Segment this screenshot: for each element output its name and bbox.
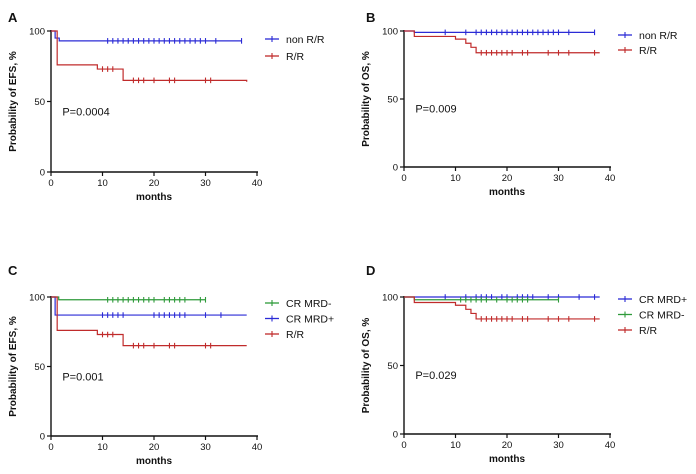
legend-label: R/R: [286, 51, 305, 63]
panel-a: A 0 50 100 0 10 20 30 40 months Probability of EFS…: [8, 10, 325, 203]
survival-step-line: [404, 296, 600, 320]
y-tick-label: 50: [387, 361, 398, 372]
x-tick-label: 40: [605, 440, 616, 451]
x-tick-label: 10: [450, 173, 461, 184]
y-tick-label: 0: [40, 432, 45, 443]
y-tick-label: 100: [29, 293, 45, 304]
y-tick-label: 50: [34, 97, 45, 108]
x-tick-label: 30: [200, 442, 211, 453]
legend-label: R/R: [286, 329, 305, 341]
series-r-r: R/R: [51, 296, 305, 349]
panel-letter: C: [8, 263, 18, 278]
panel-b: B 0 50 100 0 10 20 30 40 months Probability of OS,…: [361, 10, 678, 198]
legend-label: non R/R: [286, 34, 325, 46]
panel-letter: D: [366, 263, 375, 278]
legend-label: R/R: [639, 45, 658, 57]
x-tick-label: 30: [553, 173, 564, 184]
legend-label: CR MRD+: [639, 294, 687, 306]
x-tick-label: 0: [401, 440, 406, 451]
x-axis-label: months: [489, 454, 526, 465]
series-non-r-r: non R/R: [404, 29, 678, 42]
y-tick-label: 0: [393, 430, 398, 441]
survival-step-line: [51, 30, 242, 42]
series-non-r-r: non R/R: [51, 30, 325, 46]
x-tick-label: 40: [605, 173, 616, 184]
p-value-annotation: P=0.009: [415, 104, 456, 116]
x-tick-label: 20: [149, 442, 160, 453]
y-axis-label: Probability of OS, %: [361, 318, 372, 414]
legend-label: CR MRD-: [286, 298, 332, 310]
panel-d: D 0 50 100 0 10 20 30 40 months Probability of OS,…: [361, 263, 687, 465]
survival-step-line: [51, 296, 247, 347]
legend-label: R/R: [639, 325, 658, 337]
y-axis-label: Probability of OS, %: [361, 51, 372, 147]
x-tick-label: 0: [48, 178, 53, 189]
panel-letter: B: [366, 10, 375, 25]
panel-c: C 0 50 100 0 10 20 30 40 months Probability of EFS…: [8, 263, 334, 467]
y-tick-label: 100: [29, 27, 45, 38]
x-tick-label: 0: [48, 442, 53, 453]
y-tick-label: 50: [34, 362, 45, 373]
y-axis-label: Probability of EFS, %: [8, 51, 19, 152]
survival-step-line: [404, 30, 600, 54]
y-axis-label: Probability of EFS, %: [8, 316, 19, 417]
series-cr-mrd-: CR MRD-: [51, 296, 332, 310]
x-tick-label: 10: [97, 178, 108, 189]
series-cr-mrd-: CR MRD-: [404, 296, 685, 322]
survival-step-line: [404, 30, 595, 33]
x-tick-label: 10: [97, 442, 108, 453]
p-value-annotation: P=0.029: [415, 370, 456, 382]
y-tick-label: 0: [393, 163, 398, 174]
x-tick-label: 10: [450, 440, 461, 451]
x-tick-label: 20: [502, 173, 513, 184]
y-tick-label: 0: [40, 168, 45, 179]
series-r-r: R/R: [404, 30, 658, 57]
x-tick-label: 40: [252, 442, 263, 453]
x-tick-label: 20: [502, 440, 513, 451]
x-tick-label: 20: [149, 178, 160, 189]
legend-label: non R/R: [639, 30, 678, 42]
y-tick-label: 100: [382, 293, 398, 304]
series-r-r: R/R: [51, 30, 305, 84]
legend-label: CR MRD+: [286, 314, 334, 326]
p-value-annotation: P=0.0004: [62, 107, 109, 119]
series-r-r: R/R: [404, 296, 658, 337]
y-tick-label: 100: [382, 27, 398, 38]
x-tick-label: 0: [401, 173, 406, 184]
p-value-annotation: P=0.001: [62, 371, 103, 383]
x-tick-label: 40: [252, 178, 263, 189]
y-tick-label: 50: [387, 95, 398, 106]
legend-label: CR MRD-: [639, 310, 685, 322]
x-axis-label: months: [489, 187, 526, 198]
x-axis-label: months: [136, 192, 173, 203]
x-axis-label: months: [136, 456, 173, 467]
x-tick-label: 30: [553, 440, 564, 451]
panel-letter: A: [8, 10, 18, 25]
series-cr-mrd-: CR MRD+: [51, 296, 334, 326]
x-tick-label: 30: [200, 178, 211, 189]
